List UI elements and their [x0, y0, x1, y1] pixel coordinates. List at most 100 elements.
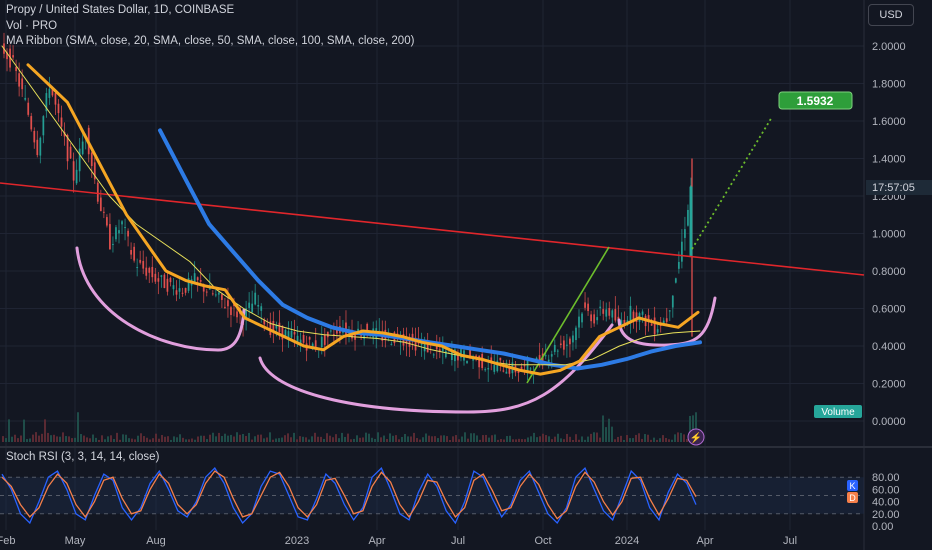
candle-body [335, 329, 338, 334]
stoch-k-line [1, 466, 697, 525]
candle-body [684, 229, 686, 238]
volume-bar [221, 436, 223, 442]
volume-bar [491, 435, 493, 442]
volume-bar [2, 436, 4, 442]
volume-bar [59, 436, 61, 442]
volume-bar [176, 437, 178, 442]
volume-bar [581, 436, 583, 442]
candle-body [148, 267, 151, 273]
volume-bar [296, 439, 298, 442]
volume-bar [614, 439, 616, 442]
candle-body [332, 334, 335, 336]
volume-bar [41, 433, 43, 442]
volume-bar [95, 437, 97, 442]
volume-bar [596, 432, 598, 442]
candle-body [484, 369, 487, 371]
candle-body [257, 304, 260, 307]
volume-bar [146, 437, 148, 442]
volume-bar [323, 438, 325, 442]
candle-body [187, 278, 190, 291]
volume-bar [656, 439, 658, 442]
volume-bar [311, 436, 313, 442]
cup-arc-left [75, 246, 246, 352]
candle-body [21, 78, 24, 90]
volume-bar [422, 437, 424, 442]
candle-body [466, 360, 468, 364]
volume-bar [14, 434, 16, 442]
volume-bar [194, 439, 196, 442]
sma-20-line [26, 63, 700, 376]
stoch-d-badge [847, 492, 858, 503]
candle-body [224, 306, 226, 308]
currency-button[interactable]: USD [868, 4, 914, 26]
candle-body [587, 303, 589, 312]
volume-bar [161, 435, 163, 442]
candle-body [611, 310, 614, 318]
candle-body [550, 354, 553, 357]
volume-bar [305, 437, 307, 442]
volume-bar [68, 436, 70, 442]
volume-bar [260, 434, 262, 442]
volume-bar [338, 438, 340, 442]
candle-body [211, 293, 214, 295]
volume-bar [641, 438, 643, 442]
candle-body [526, 360, 529, 372]
volume-bar [674, 434, 676, 442]
volume-bar [590, 433, 592, 442]
candle-body [565, 344, 568, 346]
volume-bar [512, 439, 514, 442]
volume-bar [446, 436, 448, 442]
sma-50-line [1, 45, 701, 366]
candle-body [6, 52, 8, 60]
candle-body [502, 370, 505, 372]
candle-body [620, 320, 623, 326]
current-time-label: 17:57:05 [872, 182, 915, 194]
volume-bar [431, 436, 433, 442]
volume-bar [563, 439, 565, 442]
volume-bar [233, 436, 235, 442]
lightning-icon [687, 428, 705, 446]
candle-body [124, 227, 126, 229]
ma-ribbon-label[interactable]: MA Ribbon (SMA, close, 20, SMA, close, 5… [6, 35, 415, 47]
candle-body [623, 319, 626, 325]
stoch-rsi-label[interactable]: Stoch RSI (3, 3, 14, 14, close) [6, 451, 160, 463]
volume-bar [428, 435, 430, 442]
candle-body [245, 308, 248, 319]
stoch-tick-label: 40.00 [872, 497, 900, 509]
candle-body [69, 146, 72, 159]
volume-bar [569, 436, 571, 442]
volume-bar [413, 432, 415, 442]
volume-bar [461, 436, 463, 442]
time-tick-label: Aug [146, 535, 166, 547]
volume-bar [269, 432, 271, 442]
candle-body [599, 306, 602, 309]
resistance-trendline [0, 182, 865, 276]
candle-body [45, 93, 48, 112]
candle-body [441, 346, 444, 352]
candle-body [671, 295, 674, 308]
candle-body [647, 315, 650, 322]
candle-body [308, 337, 311, 340]
volume-bar [302, 436, 304, 442]
volume-bar [62, 432, 64, 442]
volume-bar [680, 432, 682, 442]
volume-bar [173, 436, 175, 442]
volume-bar [17, 438, 19, 442]
volume-bar [65, 436, 67, 442]
volume-bar [506, 436, 508, 442]
volume-bar [326, 433, 328, 442]
candle-body [650, 323, 653, 326]
candle-body [414, 337, 417, 351]
candle-body [166, 278, 169, 292]
volume-indicator-label[interactable]: Vol · PRO [6, 20, 58, 32]
volume-bar [38, 435, 40, 442]
candle-body [145, 267, 148, 276]
volume-bar [434, 436, 436, 442]
volume-bar [170, 439, 172, 442]
volume-bar [236, 432, 238, 442]
volume-bar [179, 434, 181, 442]
candle-body [220, 294, 223, 300]
volume-bar [578, 439, 580, 442]
candle-body [12, 55, 14, 58]
